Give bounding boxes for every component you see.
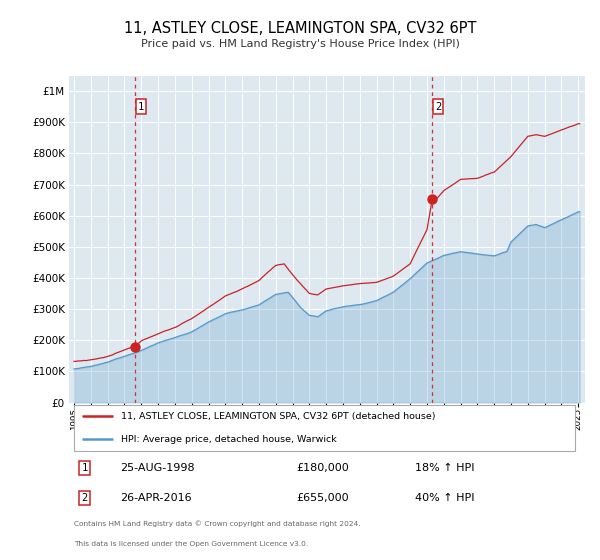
Text: 2: 2 [435,102,441,111]
Text: £180,000: £180,000 [296,463,349,473]
FancyBboxPatch shape [74,405,575,451]
Text: 1: 1 [82,463,88,473]
Text: 11, ASTLEY CLOSE, LEAMINGTON SPA, CV32 6PT: 11, ASTLEY CLOSE, LEAMINGTON SPA, CV32 6… [124,21,476,36]
Text: This data is licensed under the Open Government Licence v3.0.: This data is licensed under the Open Gov… [74,542,308,548]
Text: HPI: Average price, detached house, Warwick: HPI: Average price, detached house, Warw… [121,435,337,444]
Text: 11, ASTLEY CLOSE, LEAMINGTON SPA, CV32 6PT (detached house): 11, ASTLEY CLOSE, LEAMINGTON SPA, CV32 6… [121,412,435,421]
Text: 25-AUG-1998: 25-AUG-1998 [121,463,195,473]
Text: 40% ↑ HPI: 40% ↑ HPI [415,493,474,503]
Text: 26-APR-2016: 26-APR-2016 [121,493,192,503]
Text: 2: 2 [82,493,88,503]
Text: 1: 1 [138,102,144,111]
Text: Price paid vs. HM Land Registry's House Price Index (HPI): Price paid vs. HM Land Registry's House … [140,39,460,49]
Text: Contains HM Land Registry data © Crown copyright and database right 2024.: Contains HM Land Registry data © Crown c… [74,520,361,527]
Text: 18% ↑ HPI: 18% ↑ HPI [415,463,474,473]
Text: £655,000: £655,000 [296,493,349,503]
